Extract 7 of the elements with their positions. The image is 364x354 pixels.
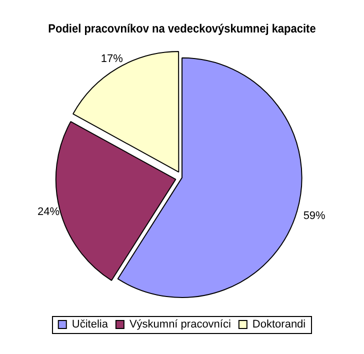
legend-label: Doktorandi xyxy=(252,318,306,331)
legend-label: Výskumní pracovníci xyxy=(129,318,231,331)
data-label: 59% xyxy=(303,210,326,222)
data-label: 17% xyxy=(100,53,124,66)
chart-title: Podiel pracovníkov na vedeckovýskumnej kapacite xyxy=(48,23,316,36)
data-label: 24% xyxy=(38,206,60,218)
legend-label: Učitelia xyxy=(72,318,109,331)
